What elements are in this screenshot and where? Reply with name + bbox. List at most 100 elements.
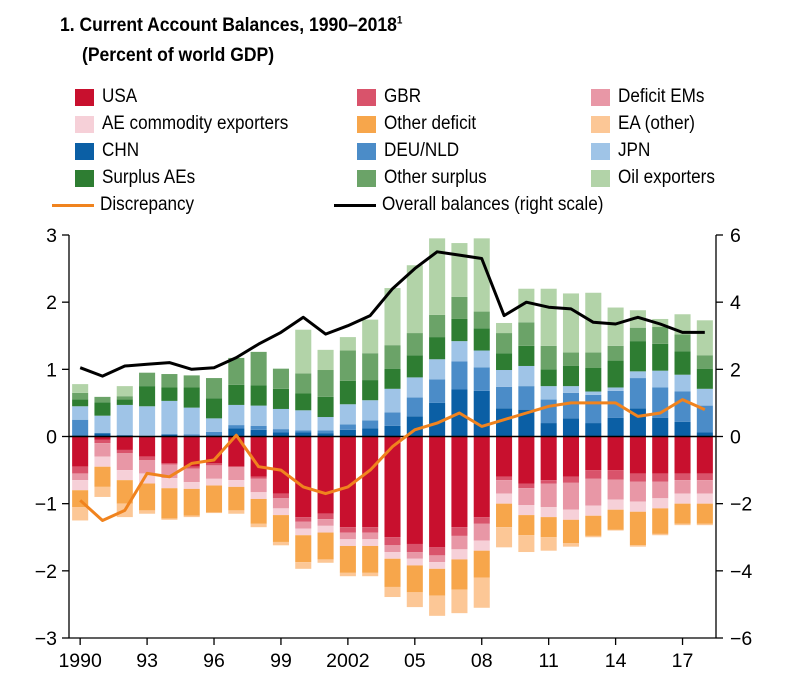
x-tick-label: 99 [270, 650, 292, 672]
bar-chn [317, 433, 334, 437]
bar-jpn [161, 400, 178, 435]
legend-item-deficit_ems: Deficit EMs [591, 85, 714, 109]
bar-gbr [451, 527, 468, 536]
legend-swatch-deu_nld [357, 142, 376, 160]
bar-other_surplus [674, 334, 691, 352]
bar-deficit_ems [362, 532, 379, 540]
bar-chn [473, 390, 490, 437]
bar-oil_exporters [696, 320, 713, 356]
bar-jpn [473, 350, 490, 368]
bar-surplus_aes [629, 341, 646, 372]
bar-ae_commodity [496, 493, 513, 504]
bar-other_surplus [317, 370, 334, 397]
y-left-tick-label: −3 [35, 628, 57, 650]
legend-label-overall: Overall balances (right scale) [382, 194, 604, 215]
bar-other_deficit [406, 565, 423, 593]
bar-ae_commodity [183, 482, 200, 489]
bar-deficit_ems [183, 468, 200, 483]
y-left-tick-label: −2 [35, 561, 57, 583]
bar-gbr [250, 476, 267, 479]
bar-surplus_aes [607, 360, 624, 388]
bar-other_deficit [295, 535, 312, 563]
bar-surplus_aes [139, 386, 156, 407]
bar-deficit_ems [72, 473, 89, 481]
bar-ae_commodity [139, 473, 156, 484]
bar-deficit_ems [562, 482, 580, 510]
title-footnote: 1 [396, 14, 403, 27]
bar-oil_exporters [562, 293, 580, 353]
bar-deu_nld [250, 425, 267, 430]
bar-usa [183, 436, 200, 467]
chart-legend: USA GBR Deficit EMs AE commodity exporters O… [0, 82, 789, 222]
legend-swatch-jpn [591, 142, 610, 160]
bar-other_surplus [562, 352, 580, 366]
bar-other_deficit [228, 486, 245, 511]
bar-usa [295, 436, 312, 518]
bar-ae_commodity [629, 501, 646, 512]
bar-other_deficit [585, 515, 602, 536]
bar-usa [652, 436, 669, 474]
bar-deficit_ems [339, 532, 356, 540]
bar-usa [94, 436, 111, 440]
bar-ea_other [94, 486, 111, 497]
bar-jpn [339, 404, 356, 425]
bar-oil_exporters [629, 310, 646, 328]
bar-deficit_ems [317, 519, 334, 526]
bar-deu_nld [272, 429, 289, 433]
bar-deficit_ems [607, 479, 624, 500]
legend-swatch-ea_other [591, 115, 610, 133]
bar-chn [94, 433, 111, 437]
bar-ae_commodity [362, 539, 379, 546]
bar-chn [339, 429, 356, 437]
bar-surplus_aes [161, 387, 178, 401]
bar-gbr [362, 527, 379, 533]
bar-other_surplus [228, 357, 245, 385]
bar-gbr [652, 473, 669, 482]
x-tick-label: 1990 [58, 650, 102, 672]
bar-usa [339, 436, 356, 528]
bar-deu_nld [72, 419, 89, 436]
bar-deficit_ems [473, 523, 490, 541]
bar-ea_other [429, 595, 446, 616]
bar-ea_other [339, 572, 356, 577]
bar-other_deficit [272, 515, 289, 542]
bar-usa [562, 436, 580, 477]
bar-oil_exporters [384, 288, 401, 346]
bar-other_deficit [674, 503, 691, 524]
bar-surplus_aes [295, 393, 312, 411]
bar-deficit_ems [540, 483, 557, 508]
bar-ea_other [451, 589, 468, 614]
bar-surplus_aes [451, 318, 468, 342]
bar-other_deficit [540, 517, 557, 538]
bar-usa [406, 436, 423, 544]
legend-item-oil_exporters: Oil exporters [591, 166, 726, 190]
bar-deficit_ems [272, 498, 289, 509]
bar-ae_commodity [429, 562, 446, 569]
bar-deficit_ems [116, 453, 133, 471]
bar-chn [161, 434, 178, 437]
bar-other_deficit [205, 485, 223, 513]
bar-usa [696, 436, 713, 474]
bar-gbr [339, 527, 356, 533]
bar-ea_other [518, 535, 535, 553]
bar-ae_commodity [72, 480, 89, 491]
bar-surplus_aes [339, 380, 356, 405]
bar-other_deficit [652, 508, 669, 534]
bar-jpn [228, 404, 245, 426]
bar-other_surplus [362, 353, 379, 381]
bar-ea_other [228, 510, 245, 514]
bar-usa [429, 436, 446, 548]
bar-gbr [384, 537, 401, 546]
bar-other_deficit [116, 480, 133, 504]
bar-jpn [585, 391, 602, 395]
bar-deu_nld [629, 378, 646, 409]
bar-ea_other [406, 592, 423, 608]
bar-ae_commodity [116, 470, 133, 481]
discrepancy-line [79, 398, 706, 522]
bar-oil_exporters [116, 386, 133, 397]
legend-swatch-oil_exporters [591, 169, 610, 187]
bar-deu_nld [473, 367, 490, 391]
bar-other_surplus [518, 322, 535, 346]
bar-gbr [94, 439, 111, 444]
bar-deu_nld [205, 431, 223, 436]
